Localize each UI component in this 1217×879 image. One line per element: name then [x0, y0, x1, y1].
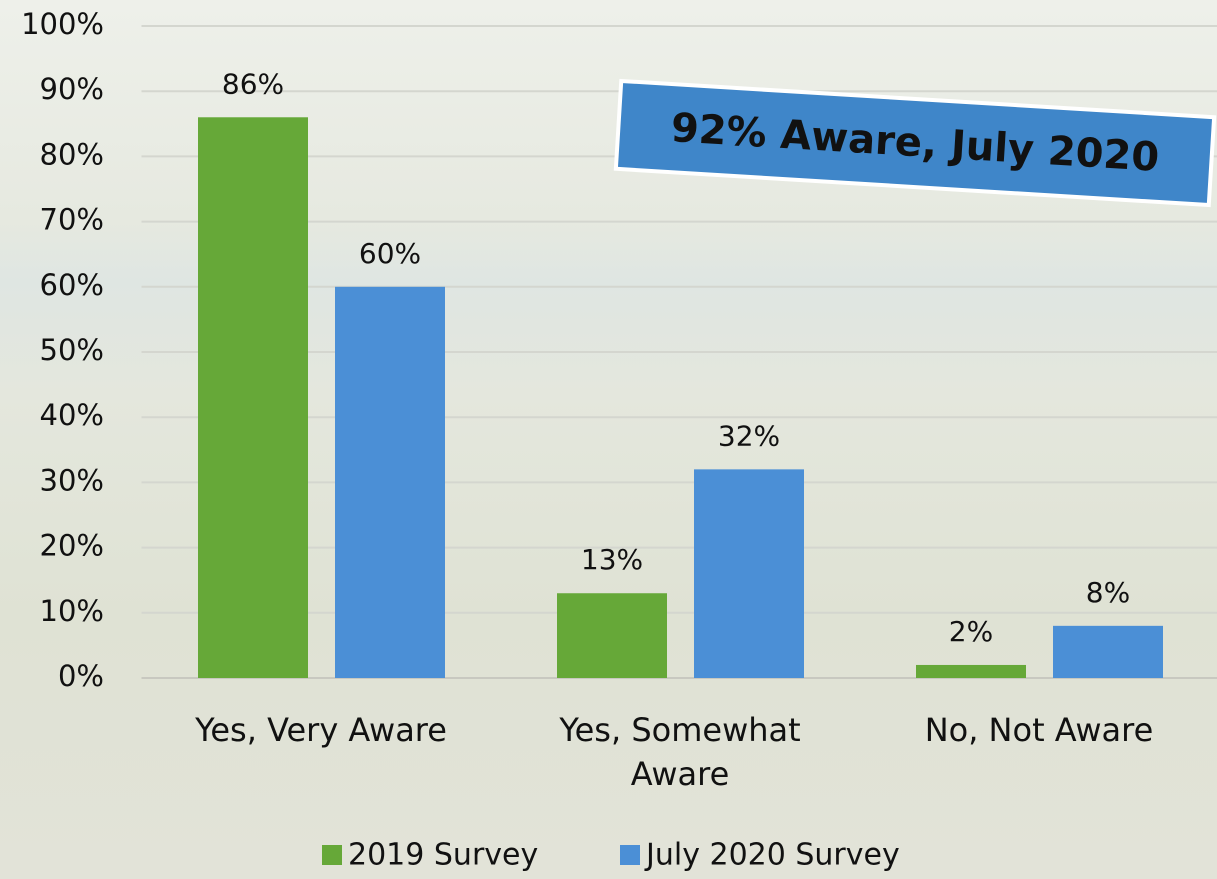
- y-tick-label: 0%: [58, 659, 104, 693]
- legend-label: July 2020 Survey: [644, 838, 900, 873]
- y-tick-label: 80%: [40, 137, 104, 171]
- annotation-box: 92% Aware, July 2020: [613, 78, 1217, 208]
- annotation-background: [613, 78, 1217, 208]
- bar: [335, 286, 445, 678]
- legend-label: 2019 Survey: [348, 838, 538, 873]
- data-label: 86%: [222, 67, 284, 100]
- x-tick-label: Yes, Somewhat Aware: [559, 711, 801, 793]
- y-tick-label: 10%: [40, 594, 104, 628]
- data-label: 13%: [581, 543, 643, 576]
- legend-swatch: [620, 845, 640, 865]
- x-tick-label: No, Not Aware: [924, 711, 1154, 749]
- bar: [557, 593, 667, 678]
- y-tick-label: 70%: [40, 203, 104, 237]
- plot: 0% 10% 20% 30% 40% 50% 60% 70% 80% 90% 100% 86% 60% 1…: [21, 7, 1217, 873]
- y-tick-label: 60%: [40, 268, 104, 302]
- legend-swatch: [322, 845, 342, 865]
- bar: [198, 117, 308, 678]
- y-tick-label: 20%: [40, 529, 104, 563]
- y-tick-label: 30%: [40, 463, 104, 497]
- data-label: 32%: [718, 419, 780, 452]
- y-tick-label: 100%: [21, 7, 104, 41]
- data-label: 8%: [1086, 576, 1130, 609]
- data-label: 60%: [359, 237, 421, 270]
- y-tick-label: 50%: [40, 333, 104, 367]
- y-tick-label: 40%: [40, 398, 104, 432]
- y-tick-label: 90%: [40, 72, 104, 106]
- bar: [1053, 625, 1163, 678]
- bar: [694, 469, 804, 678]
- x-tick-label: Yes, Very Aware: [195, 711, 447, 749]
- bar: [916, 664, 1026, 678]
- data-label: 2%: [949, 615, 993, 648]
